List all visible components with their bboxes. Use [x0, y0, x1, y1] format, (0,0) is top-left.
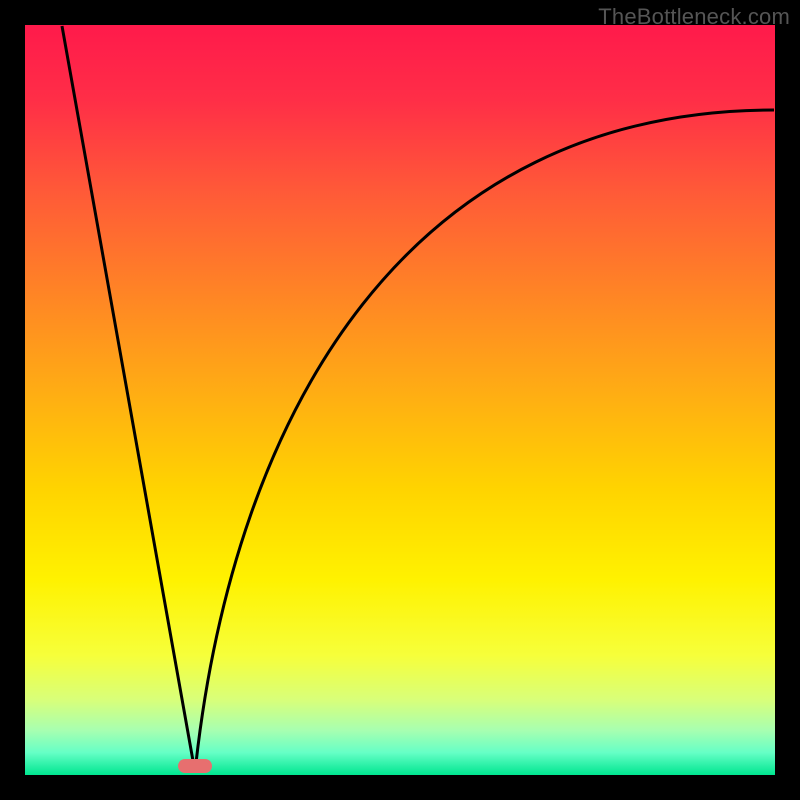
plot-background [25, 25, 775, 775]
min-marker [178, 759, 212, 773]
watermark-text: TheBottleneck.com [598, 4, 790, 30]
plot-svg [0, 0, 800, 800]
chart-container: TheBottleneck.com [0, 0, 800, 800]
